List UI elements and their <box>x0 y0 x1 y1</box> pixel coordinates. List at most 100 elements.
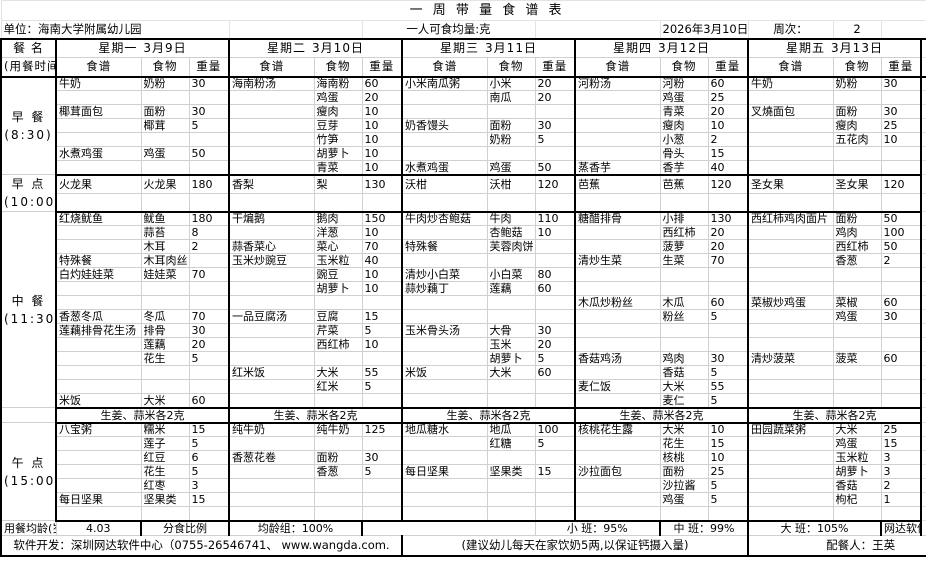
weight-2-3-4 <box>707 267 749 282</box>
food-3-4-1: 鸡蛋 <box>832 436 882 451</box>
weight-2-3-5 <box>707 281 749 296</box>
tail-1-0 <box>920 174 926 194</box>
tail-3-5 <box>920 492 926 507</box>
food-2-4-5 <box>832 281 882 296</box>
dish-1-3-0: 芭蕉 <box>574 174 661 194</box>
weight-1-2-1 <box>534 192 576 213</box>
dish-0-1-3 <box>228 118 315 133</box>
tail-2-11 <box>920 365 926 380</box>
weight-0-3-6: 40 <box>707 160 749 176</box>
food-2-4-0: 面粉 <box>832 211 882 226</box>
dish-2-1-6 <box>228 295 315 310</box>
food-3-1-0: 纯牛奶 <box>313 422 363 437</box>
food-0-0-5: 鸡蛋 <box>140 146 190 161</box>
dish-0-4-3 <box>747 118 834 133</box>
food-1-4-1 <box>832 192 882 213</box>
weight-2-1-12: 5 <box>361 379 403 394</box>
col-weight-2: 重量 <box>534 57 576 78</box>
col-food-4: 食物 <box>832 57 882 78</box>
col-dish-3: 食谱 <box>574 57 661 78</box>
software-badge: 网达软件配餐 <box>880 520 922 536</box>
dish-0-3-2 <box>574 104 661 119</box>
food-1-2-0: 沃柑 <box>486 174 536 194</box>
spacer-a <box>228 20 363 39</box>
weight-3-2-6 <box>534 506 576 522</box>
weight-0-2-4: 5 <box>534 132 576 147</box>
dish-2-3-12: 麦仁饭 <box>574 379 661 394</box>
dish-2-1-7: 一品豆腐汤 <box>228 309 315 324</box>
weight-3-3-0: 10 <box>707 422 749 437</box>
food-2-2-4: 小白菜 <box>486 267 536 282</box>
food-3-0-5: 坚果类 <box>140 492 190 507</box>
tail-0-1 <box>920 90 926 105</box>
dish-2-3-8 <box>574 323 661 338</box>
weight-3-1-4 <box>361 478 403 493</box>
dish-3-1-3 <box>228 464 315 479</box>
dish-2-2-7 <box>401 309 488 324</box>
food-0-1-3: 豆芽 <box>313 118 363 133</box>
dish-0-1-0: 海南粉汤 <box>228 76 315 91</box>
food-2-0-2: 木耳 <box>140 239 190 254</box>
weight-3-4-3: 3 <box>880 464 922 479</box>
weight-2-0-4: 70 <box>188 267 230 282</box>
food-2-1-1: 洋葱 <box>313 225 363 240</box>
weight-2-0-11 <box>188 365 230 380</box>
dish-2-0-7: 香葱冬瓜 <box>55 309 142 324</box>
food-2-1-0: 鹅肉 <box>313 211 363 226</box>
food-0-3-0: 河粉 <box>659 76 709 91</box>
weight-0-0-3: 5 <box>188 118 230 133</box>
weight-2-2-9: 20 <box>534 337 576 352</box>
dish-2-4-4 <box>747 267 834 282</box>
class-large: 大 班：105% <box>747 520 882 536</box>
food-0-2-2 <box>486 104 536 119</box>
weight-2-1-8: 5 <box>361 323 403 338</box>
food-0-3-1: 鸡蛋 <box>659 90 709 105</box>
weight-0-0-1 <box>188 90 230 105</box>
dish-2-2-8: 玉米骨头汤 <box>401 323 488 338</box>
weight-0-2-5 <box>534 146 576 161</box>
tail-3-0 <box>920 422 926 437</box>
food-1-3-1 <box>659 192 709 213</box>
weight-3-1-5 <box>361 492 403 507</box>
dish-1-3-1 <box>574 192 661 213</box>
weight-0-4-6 <box>880 160 922 176</box>
avg-age-value: 4.03 <box>55 520 142 536</box>
weight-2-1-0: 150 <box>361 211 403 226</box>
dish-0-3-6: 蒸香芋 <box>574 160 661 176</box>
weight-2-2-0: 110 <box>534 211 576 226</box>
food-3-4-4: 香菇 <box>832 478 882 493</box>
weight-1-1-1 <box>361 192 403 213</box>
dish-0-1-2 <box>228 104 315 119</box>
dish-2-3-2 <box>574 239 661 254</box>
dish-2-1-3: 玉米炒豌豆 <box>228 253 315 268</box>
weight-2-4-1: 100 <box>880 225 922 240</box>
food-3-1-3: 香葱 <box>313 464 363 479</box>
weight-3-0-6 <box>188 506 230 522</box>
tail-2-7 <box>920 309 926 324</box>
food-1-3-0: 芭蕉 <box>659 174 709 194</box>
dish-0-0-3 <box>55 118 142 133</box>
weight-3-3-6 <box>707 506 749 522</box>
weight-0-1-2: 10 <box>361 104 403 119</box>
dish-3-2-5 <box>401 492 488 507</box>
dish-2-1-0: 干煸鹅 <box>228 211 315 226</box>
dish-0-1-1 <box>228 90 315 105</box>
food-0-2-1: 南瓜 <box>486 90 536 105</box>
tail-3-1 <box>920 436 926 451</box>
weight-2-1-2: 70 <box>361 239 403 254</box>
tail-3-3 <box>920 464 926 479</box>
meal-time-2: (11:30) <box>4 311 56 326</box>
tail-2-3 <box>920 253 926 268</box>
dish-2-4-0: 西红柿鸡肉面片 <box>747 211 834 226</box>
food-3-2-2 <box>486 450 536 465</box>
dish-2-2-5: 蒜炒藕丁 <box>401 281 488 296</box>
dish-2-3-13 <box>574 393 661 409</box>
weight-2-2-10: 5 <box>534 351 576 366</box>
tail-0-2 <box>920 104 926 119</box>
ginger-rowlabel <box>0 407 57 423</box>
food-3-2-0: 地瓜 <box>486 422 536 437</box>
weight-2-3-12: 55 <box>707 379 749 394</box>
dish-0-0-0: 牛奶 <box>55 76 142 91</box>
dish-1-1-0: 香梨 <box>228 174 315 194</box>
dish-2-0-11 <box>55 365 142 380</box>
